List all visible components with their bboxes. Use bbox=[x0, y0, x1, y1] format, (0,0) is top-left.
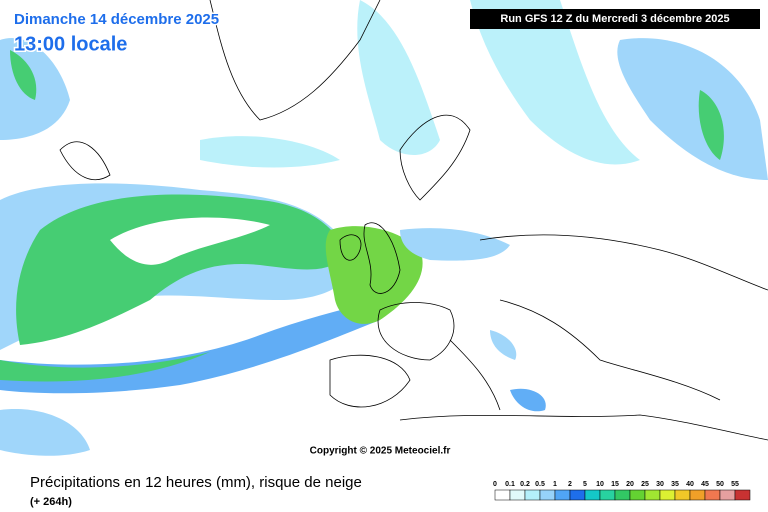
legend-label: 45 bbox=[701, 481, 709, 488]
legend-swatch bbox=[719, 489, 736, 501]
legend-swatch bbox=[599, 489, 616, 501]
copyright: Copyright © 2025 Meteociel.fr bbox=[310, 446, 451, 457]
legend-swatch bbox=[524, 489, 541, 501]
run-box bbox=[470, 9, 760, 29]
legend-swatch bbox=[689, 489, 706, 501]
footer-title: Précipitations en 12 heures (mm), risque… bbox=[30, 474, 362, 491]
legend-label: 40 bbox=[686, 481, 694, 488]
legend-swatch bbox=[659, 489, 676, 501]
legend-label: 0 bbox=[493, 481, 497, 488]
legend-swatch bbox=[734, 489, 751, 501]
legend-label: 35 bbox=[671, 481, 679, 488]
legend-label: 0.1 bbox=[505, 481, 515, 488]
legend-label: 30 bbox=[656, 481, 664, 488]
legend-swatch bbox=[674, 489, 691, 501]
date: Dimanche 14 décembre 2025 bbox=[14, 11, 219, 28]
run: Run GFS 12 Z du Mercredi 3 décembre 2025 bbox=[500, 13, 729, 25]
legend-swatch bbox=[539, 489, 556, 501]
legend-swatch bbox=[584, 489, 601, 501]
legend: 0 0.1 0.2 0.5 1 2 5 10 15 20 25 30 35 40 45 50 55 bbox=[493, 481, 751, 501]
coastlines bbox=[59, 0, 768, 441]
legend-swatch bbox=[629, 489, 646, 501]
legend-label: 5 bbox=[583, 481, 587, 488]
legend-label: 50 bbox=[716, 481, 724, 488]
precipitation bbox=[0, 0, 768, 456]
legend-label: 10 bbox=[596, 481, 604, 488]
legend-label: 25 bbox=[641, 481, 649, 488]
legend-swatch bbox=[569, 489, 586, 501]
legend-swatch bbox=[644, 489, 661, 501]
legend-label: 20 bbox=[626, 481, 634, 488]
legend-label: 0.5 bbox=[535, 481, 545, 488]
legend-swatch bbox=[494, 489, 511, 501]
legend-label: 1 bbox=[553, 481, 557, 488]
legend-label: 0.2 bbox=[520, 481, 530, 488]
time: 13:00 locale bbox=[14, 33, 127, 55]
footer-lead: (+ 264h) bbox=[30, 496, 72, 508]
legend-swatch bbox=[554, 489, 571, 501]
legend-swatch bbox=[704, 489, 721, 501]
legend-swatch bbox=[509, 489, 526, 501]
legend-swatch bbox=[614, 489, 631, 501]
legend-label: 55 bbox=[731, 481, 739, 488]
legend-label: 2 bbox=[568, 481, 572, 488]
legend-label: 15 bbox=[611, 481, 619, 488]
